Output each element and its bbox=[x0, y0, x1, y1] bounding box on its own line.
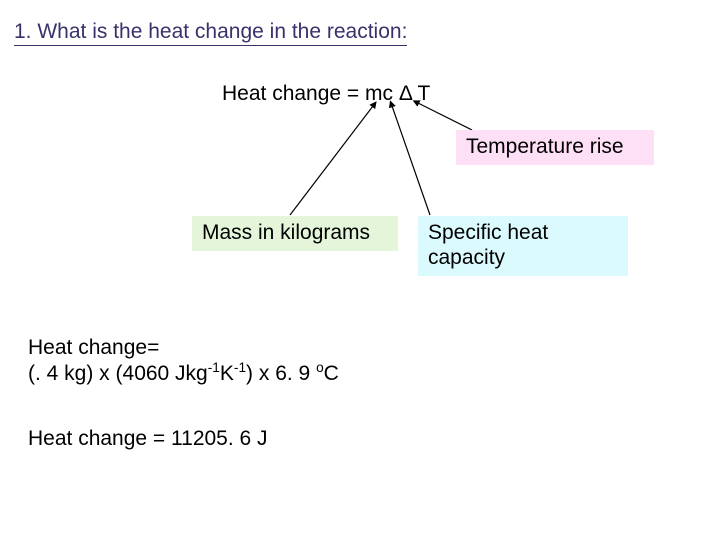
arrow-to-mass bbox=[290, 106, 373, 215]
arrow-to-shc bbox=[392, 106, 430, 215]
calc-frag: C bbox=[324, 362, 339, 385]
calc-line-1: Heat change= bbox=[28, 336, 159, 359]
arrow-to-temp bbox=[418, 103, 472, 130]
slide: 1. What is the heat change in the reacti… bbox=[0, 0, 720, 540]
calc-line-2: (. 4 kg) x (4060 Jkg-1K-1) x 6. 9 oC bbox=[28, 362, 339, 385]
calc-frag: K bbox=[220, 362, 234, 385]
shc-line-1: Specific heat bbox=[428, 221, 548, 244]
calc-sup: -1 bbox=[234, 360, 246, 375]
label-mass-kilograms: Mass in kilograms bbox=[192, 216, 398, 251]
shc-line-2: capacity bbox=[428, 246, 505, 269]
calc-frag: (. 4 kg) x (4060 Jkg bbox=[28, 362, 208, 385]
calculation-block: Heat change= (. 4 kg) x (4060 Jkg-1K-1) … bbox=[28, 335, 339, 388]
calc-sup: -1 bbox=[208, 360, 220, 375]
result-line: Heat change = 11205. 6 J bbox=[28, 427, 268, 451]
label-temperature-rise: Temperature rise bbox=[456, 130, 654, 165]
calc-frag: ) x 6. 9 bbox=[246, 362, 316, 385]
label-specific-heat-capacity: Specific heat capacity bbox=[418, 216, 628, 276]
calc-sup: o bbox=[316, 360, 324, 375]
